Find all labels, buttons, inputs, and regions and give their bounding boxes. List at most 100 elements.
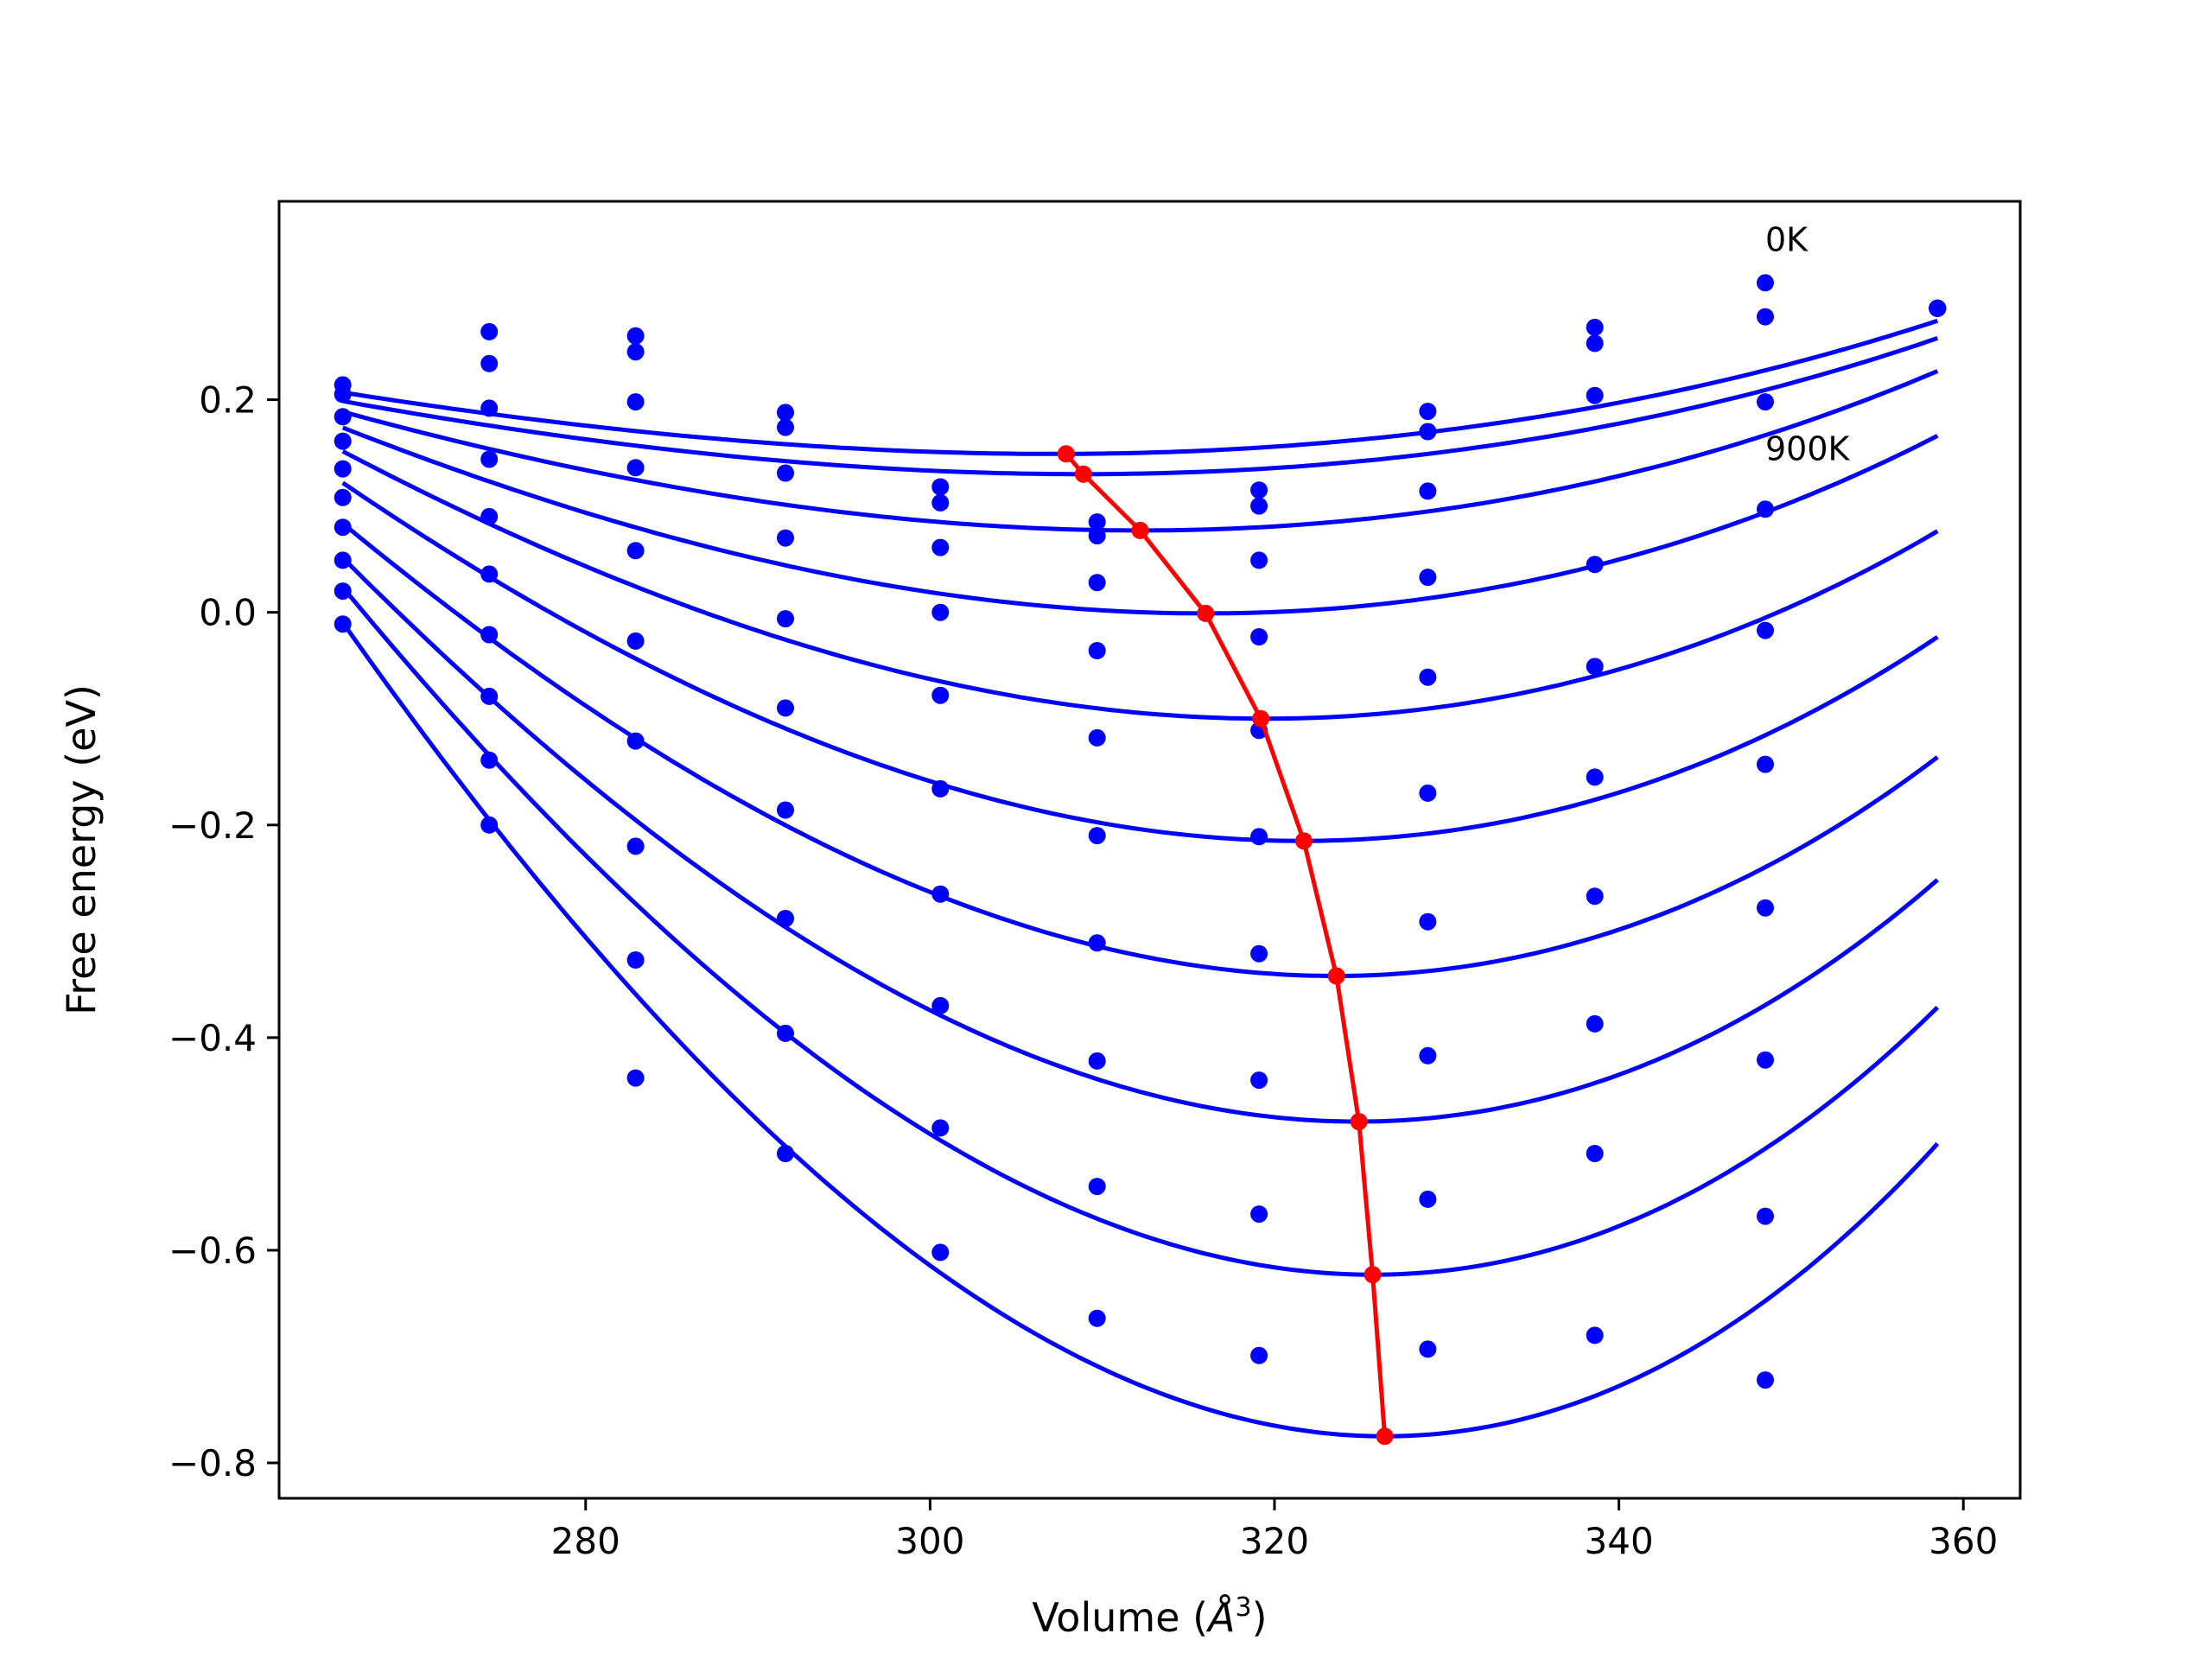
data-point	[1586, 1145, 1604, 1162]
data-point	[1250, 551, 1268, 569]
data-point	[931, 686, 950, 704]
data-point	[931, 493, 950, 512]
y-tick-label: −0.4	[168, 1017, 257, 1059]
data-point	[777, 404, 794, 422]
x-tick-label: 320	[1240, 1520, 1309, 1562]
data-point	[1586, 887, 1604, 906]
data-point	[1757, 1051, 1774, 1069]
y-tick-label: −0.2	[168, 804, 257, 847]
minima-path	[1057, 445, 1394, 1446]
fit-curves	[340, 318, 1940, 1439]
data-point	[1250, 1071, 1268, 1090]
data-point	[1757, 500, 1774, 518]
data-point	[931, 1119, 950, 1137]
minimum-marker	[1294, 832, 1313, 850]
data-point	[1250, 1205, 1268, 1224]
fit-curve-600K	[341, 521, 1939, 978]
minimum-marker	[1074, 465, 1092, 483]
data-point	[1757, 1371, 1774, 1389]
data-point	[1088, 527, 1106, 545]
data-point	[1419, 423, 1437, 441]
data-point	[1586, 1014, 1604, 1033]
data-point	[480, 322, 499, 340]
fit-curve-900K	[340, 620, 1940, 1439]
data-point	[334, 460, 352, 478]
data-point	[1586, 318, 1604, 336]
data-point	[1586, 658, 1604, 676]
data-point	[1586, 556, 1604, 574]
data-point	[626, 1069, 645, 1087]
data-point	[334, 408, 352, 426]
data-point	[626, 393, 645, 411]
plot-frame	[277, 200, 2022, 1500]
minimum-marker	[1131, 521, 1149, 539]
data-point	[1757, 274, 1774, 292]
data-point	[1088, 1052, 1106, 1070]
data-point	[931, 996, 950, 1014]
data-point	[626, 951, 645, 969]
data-points	[334, 274, 1947, 1389]
x-axis-label: Volume (Å3)	[1032, 1592, 1267, 1641]
data-point	[334, 385, 352, 404]
data-point	[1088, 1309, 1106, 1327]
y-tick-label: −0.6	[168, 1230, 257, 1272]
data-point	[777, 529, 794, 547]
data-point	[931, 478, 950, 496]
data-point	[1929, 299, 1947, 317]
data-point	[931, 779, 950, 798]
data-point	[931, 603, 950, 621]
data-point	[777, 801, 794, 819]
data-point	[1088, 827, 1106, 845]
data-point	[1419, 668, 1437, 686]
y-axis-label: Free energy (eV)	[58, 684, 105, 1015]
data-point	[334, 582, 352, 601]
data-point	[1250, 497, 1268, 515]
x-tick-label: 340	[1585, 1520, 1654, 1562]
data-point	[1419, 482, 1437, 500]
y-tick-label: −0.8	[168, 1442, 257, 1484]
minimum-marker	[1350, 1113, 1368, 1131]
data-point	[1088, 934, 1106, 952]
data-point	[1250, 628, 1268, 645]
data-point	[1757, 899, 1774, 917]
data-point	[777, 1145, 794, 1162]
data-point	[1419, 784, 1437, 802]
data-point	[777, 418, 794, 436]
data-point	[480, 565, 499, 583]
data-point	[1586, 334, 1604, 353]
data-point	[1586, 768, 1604, 786]
data-point	[334, 518, 352, 537]
data-point	[1586, 386, 1604, 404]
data-point	[931, 538, 950, 556]
fit-curve-0K	[342, 318, 1939, 456]
data-point	[777, 464, 794, 482]
data-point	[1757, 308, 1774, 326]
data-point	[1419, 403, 1437, 421]
curve-annotations: 0K 900K	[1765, 220, 1851, 467]
data-point	[931, 885, 950, 903]
data-point	[1250, 828, 1268, 846]
data-point	[777, 610, 794, 628]
data-point	[480, 450, 499, 468]
minimum-marker	[1363, 1266, 1382, 1284]
data-point	[626, 732, 645, 750]
data-point	[480, 816, 499, 834]
data-point	[777, 910, 794, 927]
fit-curve-300K	[341, 425, 1939, 616]
minima-line	[1064, 452, 1388, 1437]
data-point	[334, 551, 352, 569]
data-point	[480, 354, 499, 372]
data-point	[1586, 1326, 1604, 1344]
x-tick-label: 280	[551, 1520, 620, 1562]
data-point	[1757, 621, 1774, 639]
data-point	[334, 615, 352, 633]
data-point	[931, 1243, 950, 1262]
y-tick-label: 0.0	[199, 592, 257, 634]
data-point	[480, 399, 499, 417]
data-point	[1088, 513, 1106, 531]
data-point	[626, 542, 645, 560]
data-point	[626, 327, 645, 345]
fit-curve-700K	[340, 556, 1939, 1124]
